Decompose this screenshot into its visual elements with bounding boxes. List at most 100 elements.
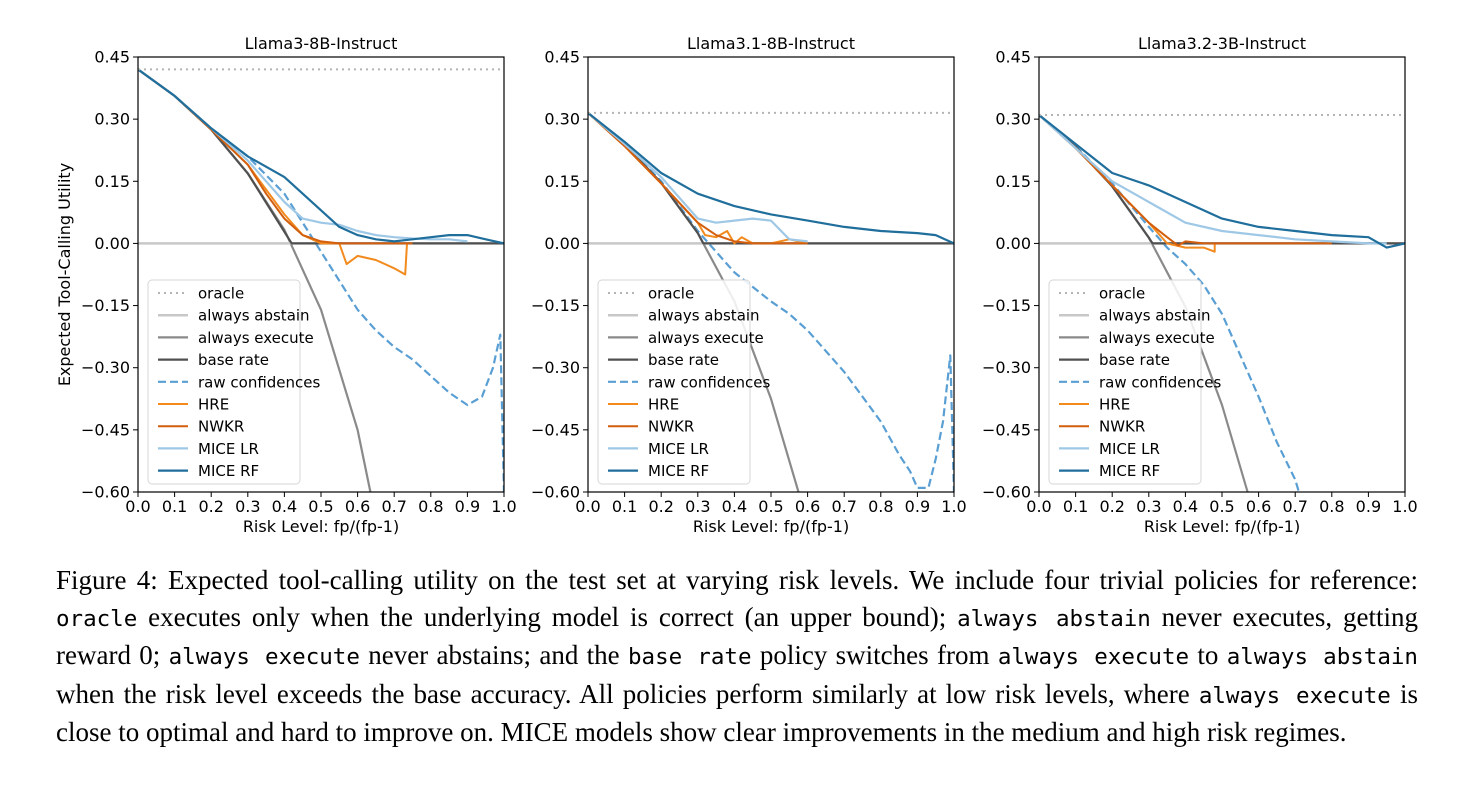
- legend-label: base rate: [1099, 351, 1170, 369]
- x-tick-label: 0.0: [1026, 497, 1051, 516]
- chart-title: Llama3-8B-Instruct: [245, 34, 398, 53]
- x-tick-label: 0.0: [575, 497, 600, 516]
- series-line-base-rate: [1039, 114, 1405, 245]
- y-tick-label: 0.30: [544, 110, 580, 129]
- y-tick-label: 0.15: [995, 172, 1031, 191]
- y-tick-label: −0.30: [531, 358, 580, 377]
- legend-label: MICE LR: [648, 440, 709, 458]
- y-tick-label: 0.00: [94, 234, 130, 253]
- chart-panel-3: 0.45 0.30 0.15 0.00 −0.15 −0.30 −0.45 −0.600.0 0…: [982, 34, 1418, 536]
- x-tick-label: 0.5: [758, 497, 783, 516]
- legend-label: HRE: [648, 396, 679, 414]
- caption-text-2: executes only when the underlying model …: [137, 601, 958, 632]
- x-tick-label: 0.3: [1136, 497, 1161, 516]
- legend-label: MICE RF: [648, 462, 709, 480]
- x-tick-label: 0.5: [1209, 497, 1234, 516]
- y-tick-label: 0.30: [94, 110, 130, 129]
- code-always-abstain: always abstain: [957, 605, 1151, 632]
- legend-label: always abstain: [648, 307, 760, 325]
- legend-label: oracle: [648, 285, 694, 303]
- x-tick-label: 0.2: [648, 497, 673, 516]
- x-axis-label: Risk Level: fp/(fp-1): [243, 517, 399, 536]
- legend: oracle always abstain always execute base r…: [147, 279, 321, 485]
- legend-label: always abstain: [198, 307, 310, 325]
- x-tick-label: 0.0: [125, 497, 150, 516]
- legend-label: always execute: [1099, 329, 1215, 347]
- caption-text-8: is close to optimal and hard to improve …: [56, 678, 1418, 748]
- series-line-base-rate: [138, 68, 504, 245]
- legend-label: MICE RF: [1099, 462, 1160, 480]
- y-tick-label: 0.15: [544, 172, 580, 191]
- legend-label: NWKR: [1099, 418, 1145, 436]
- legend-label: MICE LR: [1099, 440, 1160, 458]
- y-tick-label: −0.15: [982, 296, 1031, 315]
- x-tick-label: 0.3: [235, 497, 260, 516]
- figure: 0.45 0.30 0.15 0.00 −0.15 −0.30 −0.45 −0.60 0.0 0…: [55, 34, 1418, 536]
- x-tick-label: 0.2: [1099, 497, 1124, 516]
- y-tick-label: 0.00: [544, 234, 580, 253]
- x-tick-label: 0.8: [868, 497, 893, 516]
- caption-text-5: policy switches from: [751, 640, 998, 670]
- code-always-execute-3: always execute: [1198, 682, 1391, 709]
- series-line-MICE-RF: [138, 68, 504, 245]
- y-tick-label: 0.00: [995, 234, 1031, 253]
- series-line-base-rate: [588, 112, 954, 245]
- series-line-raw-confidences: [588, 112, 954, 492]
- y-tick-label: −0.30: [982, 358, 1031, 377]
- y-tick-label: 0.30: [995, 110, 1031, 129]
- y-tick-label: 0.45: [995, 48, 1031, 67]
- code-always-abstain-2: always abstain: [1226, 644, 1418, 670]
- legend-label: oracle: [1099, 285, 1145, 303]
- y-axis-label: Expected Tool-Calling Utility: [55, 163, 74, 386]
- x-axis-label: Risk Level: fp/(fp-1): [693, 517, 849, 536]
- chart-panel-1: 0.45 0.30 0.15 0.00 −0.15 −0.30 −0.45 −0.600.0 0…: [55, 34, 517, 536]
- x-tick-label: 0.1: [1063, 497, 1088, 516]
- y-tick-label: −0.60: [982, 483, 1031, 502]
- y-tick-label: −0.15: [81, 296, 130, 315]
- series-line-NWKR: [1039, 114, 1332, 247]
- chart-panel-2: 0.45 0.30 0.15 0.00 −0.15 −0.30 −0.45 −0.600.0 0…: [531, 34, 967, 536]
- code-base-rate: base rate: [627, 644, 752, 670]
- series-line-MICE-LR: [138, 68, 468, 243]
- x-tick-label: 0.7: [1282, 497, 1307, 516]
- series-line-MICE-LR: [1039, 114, 1387, 245]
- x-tick-label: 0.7: [831, 497, 856, 516]
- legend-label: raw confidences: [198, 373, 321, 391]
- x-tick-label: 0.9: [455, 497, 480, 516]
- x-tick-label: 0.8: [418, 497, 443, 516]
- y-tick-label: −0.30: [81, 358, 130, 377]
- figure-caption: Figure 4: Expected tool-calling utility …: [56, 562, 1418, 751]
- x-tick-label: 0.6: [345, 497, 370, 516]
- caption-label: Figure 4:: [56, 565, 158, 595]
- y-tick-label: −0.15: [531, 296, 580, 315]
- x-tick-label: 0.4: [272, 497, 297, 516]
- series-group: [588, 111, 954, 492]
- legend-box: [147, 279, 301, 485]
- x-tick-label: 0.4: [1173, 497, 1198, 516]
- y-tick-label: −0.45: [982, 420, 1031, 439]
- x-tick-label: 1.0: [941, 497, 966, 516]
- x-tick-label: 0.2: [198, 497, 223, 516]
- legend: oracle always abstain always execute base r…: [597, 279, 771, 485]
- y-tick-label: 0.45: [94, 48, 130, 67]
- x-tick-label: 0.8: [1319, 497, 1344, 516]
- x-tick-label: 0.7: [381, 497, 406, 516]
- caption-text-7: when the risk level exceeds the base acc…: [56, 678, 1199, 709]
- legend-label: MICE RF: [198, 462, 259, 480]
- legend-label: base rate: [648, 351, 719, 369]
- code-always-execute: always execute: [168, 644, 360, 670]
- legend-label: HRE: [198, 396, 229, 414]
- x-tick-label: 1.0: [1392, 497, 1417, 516]
- code-oracle: oracle: [56, 605, 138, 632]
- series-group: [138, 68, 504, 492]
- legend-label: NWKR: [648, 418, 694, 436]
- legend-label: NWKR: [198, 418, 244, 436]
- caption-text-1: Expected tool-calling utility on the tes…: [167, 565, 1419, 595]
- series-line-MICE-LR: [588, 112, 808, 243]
- y-tick-label: −0.60: [531, 483, 580, 502]
- legend-label: MICE LR: [198, 440, 259, 458]
- x-tick-label: 0.5: [308, 497, 333, 516]
- y-tick-label: 0.15: [94, 172, 130, 191]
- y-tick-label: −0.45: [81, 420, 130, 439]
- series-line-MICE-RF: [588, 112, 954, 245]
